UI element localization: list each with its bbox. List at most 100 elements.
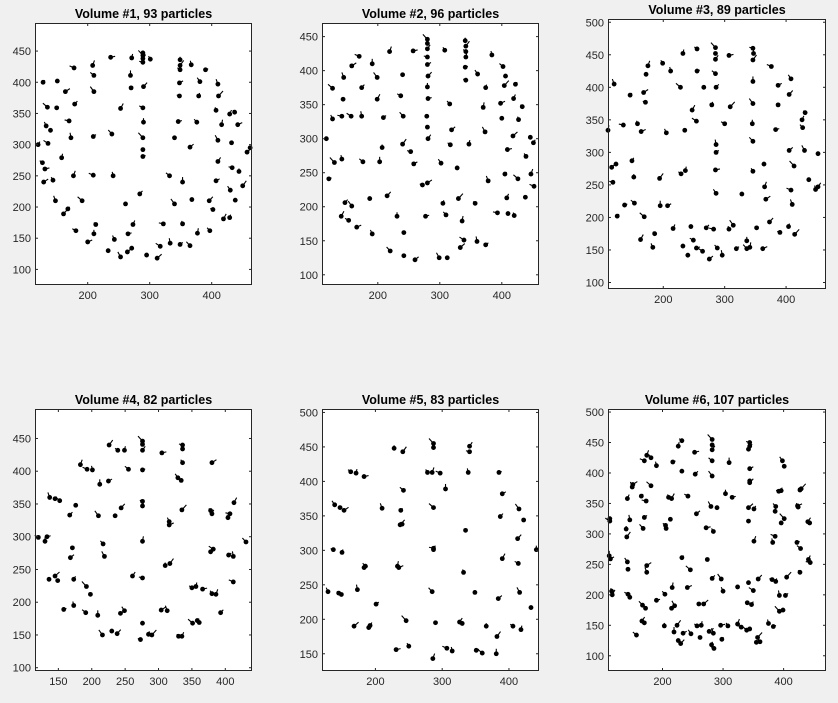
data-point [61, 211, 66, 217]
data-point [713, 56, 718, 62]
y-tick-label: 200 [586, 212, 604, 224]
data-point [692, 449, 697, 455]
data-point [662, 591, 668, 597]
data-point [465, 470, 471, 475]
data-point [480, 104, 486, 110]
x-tick-label: 200 [653, 676, 671, 688]
data-point [498, 100, 503, 106]
data-point [71, 173, 76, 179]
data-point [632, 200, 637, 206]
data-point [657, 203, 663, 209]
data-point [784, 574, 790, 580]
data-point [369, 61, 375, 67]
data-point [425, 180, 430, 186]
data-point [627, 594, 633, 600]
data-point [140, 441, 145, 447]
data-point [753, 639, 759, 645]
data-point [669, 496, 674, 501]
data-point [627, 92, 633, 98]
data-point [786, 224, 791, 229]
data-point [141, 119, 146, 125]
data-point [769, 577, 775, 583]
data-point [700, 248, 705, 254]
data-point [624, 534, 630, 540]
data-point [682, 168, 688, 173]
data-point [158, 607, 164, 613]
data-point [431, 445, 436, 451]
data-point [363, 563, 368, 569]
subplot-6: Volume #6, 107 particles 200 300 400 100 150 2… [586, 393, 826, 688]
data-point [425, 41, 430, 46]
data-point [516, 117, 521, 123]
data-point [654, 597, 659, 603]
data-point [128, 73, 133, 78]
data-point [729, 494, 735, 500]
y-tick-label: 150 [13, 630, 31, 642]
x-tick-label: 200 [369, 290, 387, 302]
data-point [179, 633, 185, 639]
data-point [177, 67, 183, 73]
data-point [463, 43, 469, 49]
data-point [661, 623, 667, 629]
data-point [504, 195, 510, 201]
data-point [338, 213, 344, 219]
data-point [454, 165, 460, 171]
data-point [694, 511, 699, 517]
data-point [755, 576, 761, 582]
data-point [193, 584, 199, 589]
subplot-2: Volume #2, 96 particles 200 300 400 100 150 20… [300, 7, 539, 302]
data-point [235, 122, 241, 128]
data-point [663, 130, 669, 136]
data-point [528, 605, 534, 610]
data-point [425, 84, 430, 90]
x-tick-label: 150 [49, 676, 67, 688]
data-point [620, 122, 626, 128]
y-tick-label: 500 [300, 407, 318, 419]
data-point [46, 576, 52, 582]
data-point [735, 584, 740, 590]
data-point [797, 487, 803, 493]
data-point [57, 498, 63, 504]
data-point [118, 610, 123, 616]
data-point [105, 248, 111, 254]
data-point [408, 149, 414, 155]
data-point [783, 593, 788, 598]
data-point [706, 628, 712, 634]
data-point [461, 237, 467, 243]
data-point [613, 161, 619, 167]
data-point [725, 623, 731, 629]
data-point [778, 520, 784, 526]
y-tick-label: 250 [300, 168, 318, 180]
data-point [751, 51, 756, 56]
data-point [244, 149, 250, 155]
data-point [177, 93, 182, 99]
y-tick-label: 250 [586, 180, 604, 192]
data-point [799, 117, 805, 123]
data-point [140, 498, 145, 504]
data-point [709, 473, 715, 479]
data-point [140, 538, 145, 544]
data-point [744, 246, 750, 252]
data-point [354, 587, 360, 593]
x-tick-label: 300 [431, 290, 449, 302]
data-point [449, 127, 454, 133]
data-point [502, 171, 508, 177]
data-point [463, 527, 468, 533]
data-point [750, 57, 756, 63]
data-point [643, 71, 649, 77]
x-tick-label: 400 [774, 676, 792, 688]
data-point [770, 540, 776, 545]
data-point [35, 534, 41, 540]
data-point [709, 442, 715, 448]
y-tick-label: 500 [586, 17, 604, 29]
data-point [83, 610, 89, 616]
data-point [713, 45, 718, 51]
data-point [750, 79, 756, 84]
data-point [709, 102, 715, 108]
data-point [521, 517, 527, 523]
data-point [130, 222, 136, 227]
y-tick-label: 300 [13, 532, 31, 544]
data-point [751, 538, 757, 544]
data-point [207, 228, 213, 234]
data-point [69, 545, 75, 551]
